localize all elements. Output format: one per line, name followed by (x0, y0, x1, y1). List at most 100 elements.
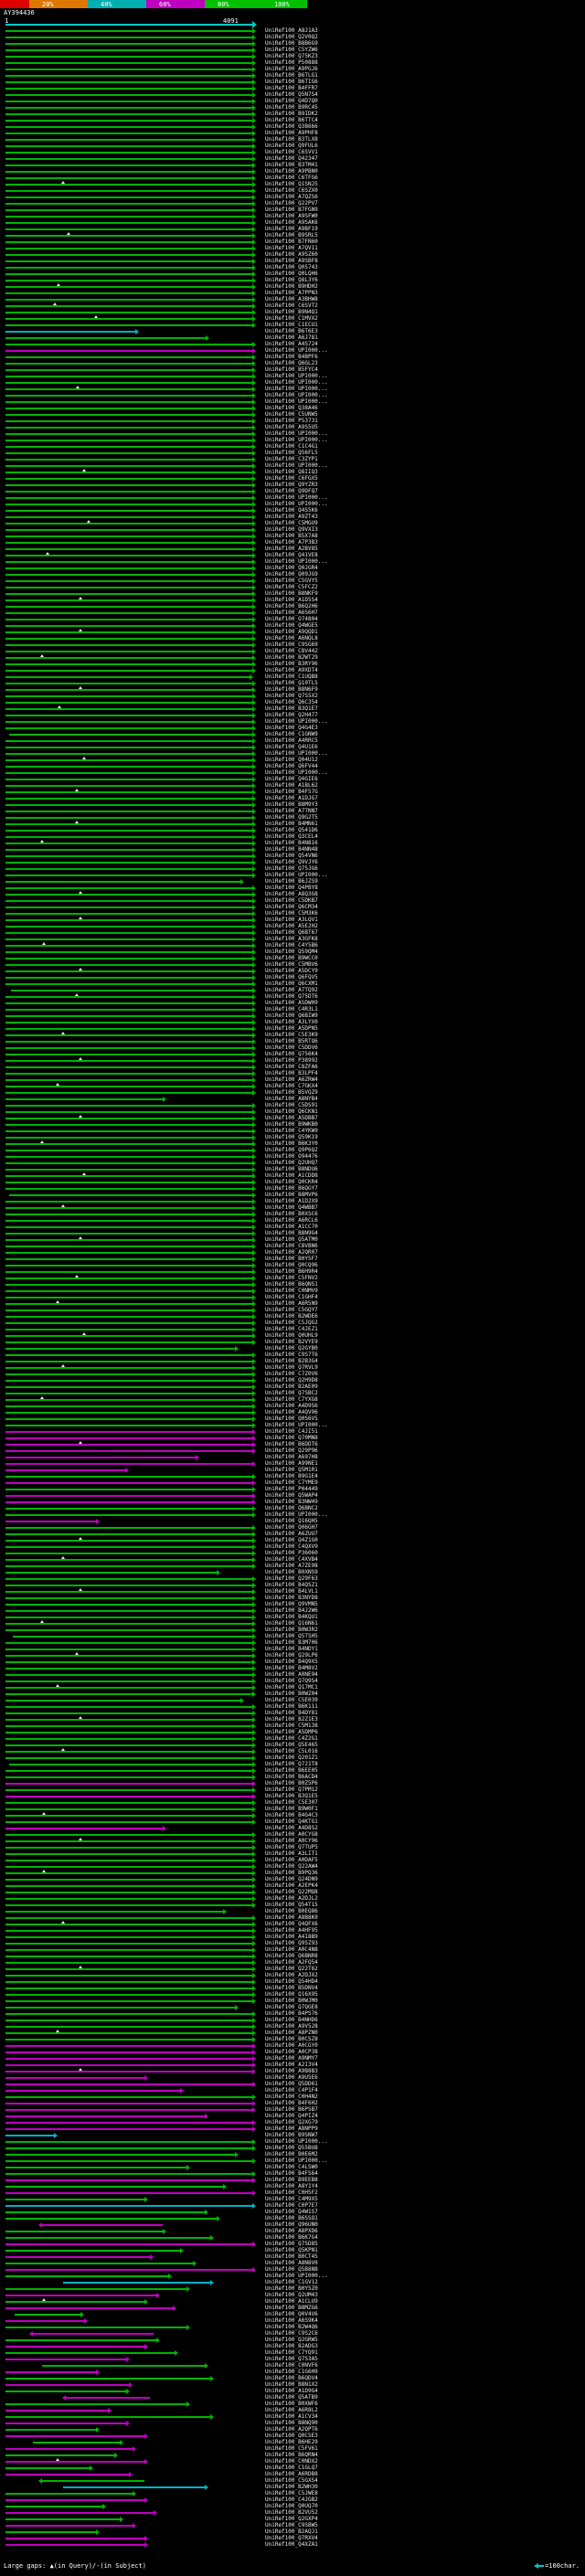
hit-id[interactable]: UniRef100_B6P5B7 (265, 2106, 318, 2113)
hit-id[interactable]: UniRef100_Q0JGR4 (265, 565, 318, 571)
hit-id[interactable]: UniRef100_B8MVP6 (265, 1192, 318, 1198)
hit-id[interactable]: UniRef100_A8Q3G8 (265, 891, 318, 897)
alignment-row[interactable]: UniRef100_C5GXS4 (0, 2477, 585, 2484)
alignment-row[interactable]: UniRef100_C7YXG8 (0, 1396, 585, 1403)
alignment-row[interactable]: UniRef100_Q6BNC2 (0, 1505, 585, 1511)
alignment-row[interactable]: UniRef100_B2W4Q6 (0, 2324, 585, 2330)
alignment-row[interactable]: UniRef100_A0CGY0 (0, 2042, 585, 2049)
alignment-row[interactable]: UniRef100_A1D9G4 (0, 2388, 585, 2394)
hit-id[interactable]: UniRef100_C9S2C6 (265, 2330, 318, 2337)
alignment-row[interactable]: UniRef100_A3GFK8 (0, 936, 585, 942)
alignment-row[interactable]: UniRef100_Q4QFX6 (0, 1921, 585, 1927)
hit-id[interactable]: UniRef100_A5DCY9 (265, 968, 318, 974)
alignment-row[interactable]: UniRef100_B2ADG3 (0, 2343, 585, 2349)
alignment-row[interactable]: UniRef100_A0CY96 (0, 1838, 585, 1844)
alignment-row[interactable]: UniRef100_B0XWF6 (0, 2401, 585, 2407)
alignment-row[interactable]: UniRef100_Q41VE8 (0, 552, 585, 558)
hit-id[interactable]: UniRef100_C4JGB2 (265, 2496, 318, 2503)
alignment-row[interactable]: UniRef100_Q6C354 (0, 699, 585, 705)
alignment-row[interactable]: UniRef100_Q4D7Q0 (0, 98, 585, 104)
hit-id[interactable]: UniRef100_Q9VJY6 (265, 859, 318, 865)
alignment-row[interactable]: UniRef100_B4FS64 (0, 2170, 585, 2177)
alignment-row[interactable]: UniRef100_C5M138 (0, 1723, 585, 1729)
hit-id[interactable]: UniRef100_C1UQB8 (265, 673, 318, 680)
alignment-row[interactable]: UniRef100_Q0UHL9 (0, 1332, 585, 1339)
hit-id[interactable]: UniRef100_Q6FQV5 (265, 974, 318, 981)
alignment-row[interactable]: UniRef100_B6T6E3 (0, 328, 585, 334)
alignment-row[interactable]: UniRef100_Q7TUP5 (0, 1844, 585, 1850)
hit-id[interactable]: UniRef100_Q5DD61 (265, 2081, 318, 2087)
alignment-row[interactable]: UniRef100_A8PZN0 (0, 2030, 585, 2036)
hit-id[interactable]: UniRef100_B4KQU1 (265, 1614, 318, 1620)
hit-id[interactable]: UniRef100_Q2UM43 (265, 2292, 318, 2298)
hit-id[interactable]: UniRef100_C5GQY7 (265, 1307, 318, 1313)
hit-id[interactable]: UniRef100_B6QGY7 (265, 1185, 318, 1192)
hit-id[interactable]: UniRef100_Q2XG79 (265, 2119, 318, 2125)
alignment-row[interactable]: UniRef100_C4P1F4 (0, 2087, 585, 2094)
hit-id[interactable]: UniRef100_Q0UHL9 (265, 1332, 318, 1339)
alignment-row[interactable]: UniRef100_Q541D6 (0, 827, 585, 833)
hit-id[interactable]: UniRef100_UPI000... (265, 398, 328, 405)
hit-id[interactable]: UniRef100_C0NDX2 (265, 2458, 318, 2465)
hit-id[interactable]: UniRef100_B2ADG3 (265, 2343, 318, 2349)
hit-id[interactable]: UniRef100_Q22PV7 (265, 200, 318, 207)
hit-id[interactable]: UniRef100_A8N8V0 (265, 2260, 318, 2266)
hit-id[interactable]: UniRef100_UPI000... (265, 1511, 328, 1518)
hit-id[interactable]: UniRef100_C1ECU1 (265, 322, 318, 328)
hit-id[interactable]: UniRef100_UPI000... (265, 2157, 328, 2164)
hit-id[interactable]: UniRef100_Q5TSH5 (265, 1633, 318, 1639)
alignment-row[interactable]: UniRef100_P38992 (0, 1057, 585, 1064)
alignment-row[interactable]: UniRef100_Q2GXP4 (0, 2516, 585, 2522)
hit-id[interactable]: UniRef100_UPI000... (265, 750, 328, 757)
hit-id[interactable]: UniRef100_A2EPK4 (265, 1882, 318, 1889)
hit-id[interactable]: UniRef100_C7YQ91 (265, 2349, 318, 2356)
hit-id[interactable]: UniRef100_C0NVF6 (265, 2362, 318, 2369)
hit-id[interactable]: UniRef100_A6J781 (265, 334, 318, 341)
hit-id[interactable]: UniRef100_B8NQ90 (265, 2420, 318, 2426)
alignment-row[interactable]: UniRef100_A8PXD6 (0, 2228, 585, 2234)
alignment-row[interactable]: UniRef100_Q5M1R1 (0, 1467, 585, 1473)
alignment-row[interactable]: UniRef100_B9PQ36 (0, 1870, 585, 1876)
alignment-row[interactable]: UniRef100_B3Q1E5 (0, 1793, 585, 1799)
hit-id[interactable]: UniRef100_C5GXS4 (265, 2477, 318, 2484)
alignment-row[interactable]: UniRef100_C5FCZ2 (0, 584, 585, 590)
alignment-row[interactable]: UniRef100_A2FQ54 (0, 1959, 585, 1966)
hit-id[interactable]: UniRef100_A9PHF8 (265, 130, 318, 136)
hit-id[interactable]: UniRef100_B3TM41 (265, 162, 318, 168)
hit-id[interactable]: UniRef100_Q721T8 (265, 1761, 318, 1767)
hit-id[interactable]: UniRef100_Q4XZA1 (265, 2541, 318, 2548)
alignment-row[interactable]: UniRef100_B4Q9X5 (0, 1659, 585, 1665)
alignment-row[interactable]: UniRef100_Q6CKN1 (0, 1108, 585, 1115)
hit-id[interactable]: UniRef100_B4F6H2 (265, 2100, 318, 2106)
alignment-row[interactable]: UniRef100_B4M8V2 (0, 1665, 585, 1671)
alignment-row[interactable]: UniRef100_A9NMY7 (0, 2055, 585, 2062)
hit-id[interactable]: UniRef100_C1G6H9 (265, 2369, 318, 2375)
alignment-row[interactable]: UniRef100_C6SZX0 (0, 187, 585, 194)
alignment-row[interactable]: UniRef100_A9ZT43 (0, 514, 585, 520)
hit-id[interactable]: UniRef100_B8NDU6 (265, 1166, 318, 1172)
alignment-row[interactable]: UniRef100_Q54HD4 (0, 1978, 585, 1985)
alignment-row[interactable]: UniRef100_B5X7A8 (0, 533, 585, 539)
alignment-row[interactable]: UniRef100_B8M9Y3 (0, 801, 585, 808)
hit-id[interactable]: UniRef100_Q75DT6 (265, 993, 318, 1000)
alignment-row[interactable]: UniRef100_A1D2X9 (0, 1198, 585, 1204)
alignment-row[interactable]: UniRef100_C5M3K6 (0, 910, 585, 917)
alignment-row[interactable]: UniRef100_UPI000... (0, 1422, 585, 1428)
alignment-row[interactable]: UniRef100_Q2XG79 (0, 2119, 585, 2125)
alignment-row[interactable]: UniRef100_A2QPT6 (0, 2426, 585, 2433)
alignment-row[interactable]: UniRef100_A5DMP6 (0, 1729, 585, 1735)
hit-id[interactable]: UniRef100_Q54HD4 (265, 1978, 318, 1985)
alignment-row[interactable]: UniRef100_Q6FQV5 (0, 974, 585, 981)
alignment-row[interactable]: UniRef100_Q6BIW9 (0, 1012, 585, 1019)
alignment-row[interactable]: UniRef100_Q2V0Q2 (0, 34, 585, 40)
alignment-row[interactable]: UniRef100_UPI000... (0, 718, 585, 725)
alignment-row[interactable]: UniRef100_A3LIT1 (0, 1850, 585, 1857)
hit-id[interactable]: UniRef100_Q4D7Q0 (265, 98, 318, 104)
hit-id[interactable]: UniRef100_B6K7G4 (265, 2234, 318, 2241)
alignment-row[interactable]: UniRef100_B3RY96 (0, 661, 585, 667)
hit-id[interactable]: UniRef100_B9N4Q1 (265, 309, 318, 315)
alignment-row[interactable]: UniRef100_B3M706 (0, 1639, 585, 1646)
hit-id[interactable]: UniRef100_A0CGY0 (265, 2042, 318, 2049)
alignment-row[interactable]: UniRef100_B5FYC4 (0, 366, 585, 373)
hit-id[interactable]: UniRef100_Q4QFX6 (265, 1921, 318, 1927)
